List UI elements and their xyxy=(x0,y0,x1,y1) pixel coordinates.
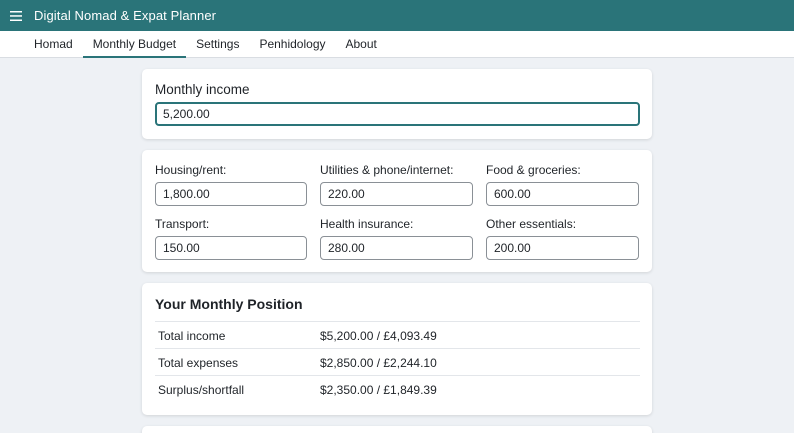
divider xyxy=(155,321,640,322)
divider xyxy=(155,348,640,349)
app-title: Digital Nomad & Expat Planner xyxy=(34,8,217,23)
position-card: Your Monthly Position Total income $5,20… xyxy=(142,283,652,415)
food-input[interactable] xyxy=(486,182,639,206)
housing-input[interactable] xyxy=(155,182,307,206)
total-expenses-value: $2,850.00 / £2,244.10 xyxy=(320,356,437,370)
app-bar: Digital Nomad & Expat Planner xyxy=(0,0,794,31)
transport-label: Transport: xyxy=(155,217,210,231)
utilities-label: Utilities & phone/internet: xyxy=(320,163,454,177)
hamburger-menu-icon[interactable] xyxy=(0,0,32,31)
housing-label: Housing/rent: xyxy=(155,163,227,177)
tab-monthly-budget[interactable]: Monthly Budget xyxy=(82,31,187,58)
other-essentials-label: Other essentials: xyxy=(486,217,577,231)
nav-bar: Homad Monthly Budget Settings Penhidolog… xyxy=(0,31,794,58)
health-insurance-input[interactable] xyxy=(320,236,473,260)
expenses-card: Housing/rent: Utilities & phone/internet… xyxy=(142,150,652,272)
next-card xyxy=(142,426,652,433)
food-label: Food & groceries: xyxy=(486,163,581,177)
total-income-label: Total income xyxy=(158,329,226,343)
divider xyxy=(155,375,640,376)
surplus-value: $2,350.00 / £1,849.39 xyxy=(320,383,437,397)
health-insurance-label: Health insurance: xyxy=(320,217,414,231)
total-expenses-label: Total expenses xyxy=(158,356,239,370)
other-essentials-input[interactable] xyxy=(486,236,639,260)
position-title: Your Monthly Position xyxy=(155,296,303,312)
tab-settings[interactable]: Settings xyxy=(196,37,240,51)
surplus-label: Surplus/shortfall xyxy=(158,383,245,397)
income-card: Monthly income xyxy=(142,69,652,139)
transport-input[interactable] xyxy=(155,236,307,260)
tab-homad[interactable]: Homad xyxy=(34,37,73,51)
utilities-input[interactable] xyxy=(320,182,473,206)
tab-about[interactable]: About xyxy=(345,37,377,51)
tab-penhidology[interactable]: Penhidology xyxy=(259,37,326,51)
income-title: Monthly income xyxy=(155,82,250,97)
total-income-value: $5,200.00 / £4,093.49 xyxy=(320,329,437,343)
monthly-income-input[interactable] xyxy=(155,102,640,126)
